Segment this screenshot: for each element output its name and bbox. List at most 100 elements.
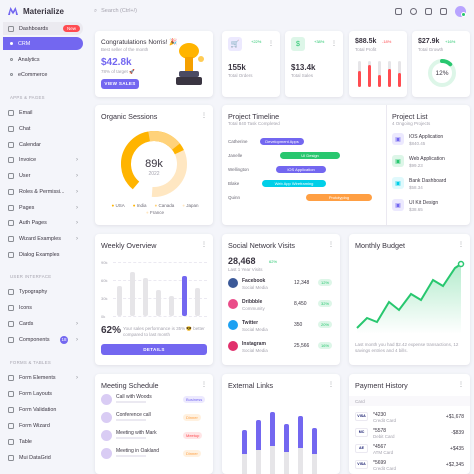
- view-sales-button[interactable]: VIEW SALES: [101, 79, 139, 89]
- materialize-logo-icon: [8, 7, 18, 15]
- sidebar-item-email[interactable]: Email: [3, 106, 83, 119]
- sidebar-item-form-wizard[interactable]: Form Wizard: [3, 419, 83, 432]
- meeting-title: Meeting with Mark: [116, 430, 157, 436]
- details-button[interactable]: DETAILS: [101, 344, 207, 355]
- timeline-bar[interactable]: IOS Application: [276, 166, 326, 173]
- avatar: [101, 448, 112, 459]
- chevron-right-icon: ›: [76, 235, 78, 242]
- bell-icon[interactable]: [440, 7, 447, 15]
- search-bar[interactable]: ⌕ Search (Ctrl+/): [94, 8, 137, 15]
- avatar: [101, 412, 112, 423]
- timeline-name: Quinn: [228, 195, 241, 200]
- social-name: Instagram: [242, 341, 266, 347]
- congrats-title: Congratulations Norris! 🎉: [101, 39, 178, 46]
- more-icon[interactable]: ⋮: [268, 41, 274, 47]
- meeting-schedule-card: Meeting Schedule ⋮ Call with Woods Busine…: [95, 374, 213, 474]
- section-apps: APPS & PAGES: [10, 95, 45, 100]
- search-input[interactable]: Search (Ctrl+/): [101, 8, 138, 14]
- sidebar-item-ecommerce[interactable]: eCommerce: [3, 68, 83, 81]
- social-value: 350: [294, 322, 303, 328]
- app-logo[interactable]: Materialize: [0, 0, 86, 22]
- change-badge: 62%: [269, 259, 278, 264]
- project-name[interactable]: IOS Application: [409, 134, 444, 140]
- sidebar-item-form-elements[interactable]: Form Elements ›: [3, 371, 83, 384]
- new-badge: New: [62, 25, 80, 32]
- social-logo-icon: [228, 299, 238, 309]
- sidebar-item-invoice[interactable]: Invoice ›: [3, 153, 83, 166]
- pages-icon: [8, 204, 14, 211]
- legend-item: ● Canada: [154, 203, 175, 208]
- timeline-name: Catherine: [228, 139, 248, 144]
- divider: [386, 105, 387, 225]
- sidebar-item-label: Components: [19, 336, 50, 343]
- sidebar-item-form-layouts[interactable]: Form Layouts: [3, 387, 83, 400]
- congrats-card: Congratulations Norris! 🎉 Best seller of…: [95, 31, 213, 97]
- theme-icon[interactable]: [410, 7, 417, 15]
- project-name[interactable]: Web Application: [409, 156, 445, 162]
- sidebar-item-calendar[interactable]: Calendar: [3, 138, 83, 151]
- more-icon[interactable]: ⋮: [458, 242, 464, 248]
- more-icon[interactable]: ⋮: [328, 382, 334, 388]
- translate-icon[interactable]: [395, 7, 402, 15]
- shortcuts-icon[interactable]: [425, 7, 432, 15]
- sidebar-item-chat[interactable]: Chat: [3, 122, 83, 135]
- sidebar-item-cards[interactable]: Cards ›: [3, 317, 83, 330]
- more-icon[interactable]: ⋮: [458, 382, 464, 388]
- sidebar-item-form-validation[interactable]: Form Validation: [3, 403, 83, 416]
- y-tick-label: 0k: [101, 314, 106, 319]
- legend-item: ● India: [132, 203, 147, 208]
- change-badge: 32%: [318, 300, 333, 307]
- chevron-right-icon: ›: [76, 172, 78, 179]
- social-logo-icon: [228, 341, 238, 351]
- profit-bar: [378, 75, 381, 87]
- more-icon[interactable]: ⋮: [331, 41, 337, 47]
- profit-bar: [358, 71, 361, 87]
- avatar[interactable]: [455, 5, 466, 17]
- meeting-time: [116, 437, 146, 439]
- legend-item: ● France: [146, 210, 164, 215]
- layout-icon: [8, 390, 14, 397]
- sidebar-item-user[interactable]: User ›: [3, 169, 83, 182]
- more-icon[interactable]: ⋮: [201, 382, 207, 388]
- sidebar-item-pages[interactable]: Pages ›: [3, 201, 83, 214]
- timeline-bar[interactable]: UI Design: [280, 152, 340, 159]
- sidebar-item-auth[interactable]: Auth Pages ›: [3, 216, 83, 229]
- y-tick-label: 30k: [101, 296, 108, 301]
- card-brand-icon: MC: [355, 428, 368, 437]
- timeline-bar[interactable]: Web App Wireframing: [262, 180, 326, 187]
- sidebar-item-analytics[interactable]: Analytics: [3, 53, 83, 66]
- search-icon: ⌕: [94, 7, 98, 14]
- sidebar-item-dashboards[interactable]: Dashboards New: [3, 22, 83, 35]
- more-icon[interactable]: ⋮: [328, 242, 334, 248]
- card-title: Meeting Schedule: [101, 381, 159, 390]
- trophy-icon: [176, 43, 204, 85]
- project-icon: ▣: [392, 155, 404, 167]
- chevron-right-icon: ›: [76, 204, 78, 211]
- timeline-bar[interactable]: Prototyping: [306, 194, 372, 201]
- wizard-icon: [8, 422, 14, 429]
- sidebar-item-datagrid[interactable]: Mui DataGrid: [3, 451, 83, 464]
- sidebar-item-wizard[interactable]: Wizard Examples ›: [3, 232, 83, 245]
- timeline-bar[interactable]: Development Apps: [260, 138, 304, 145]
- meeting-title: Conference call: [116, 412, 151, 418]
- card-number: *5699: [373, 460, 387, 466]
- change-badge: 16%: [318, 342, 333, 349]
- meeting-tag: Dinner: [183, 450, 201, 457]
- change-badge: -18%: [382, 39, 392, 44]
- social-visits-card: Social Network Visits ⋮ 28,468 62% Last …: [222, 234, 340, 365]
- legend-item: ● USA: [111, 203, 125, 208]
- sidebar-item-crm[interactable]: CRM: [3, 37, 83, 50]
- sidebar-item-roles[interactable]: Roles & Permissi... ›: [3, 185, 83, 198]
- more-icon[interactable]: ⋮: [201, 113, 207, 119]
- project-name[interactable]: Bank Dashboard: [409, 178, 447, 184]
- sidebar-item-icons[interactable]: Icons: [3, 301, 83, 314]
- sidebar-item-table[interactable]: Table: [3, 435, 83, 448]
- profit-bar: [368, 65, 371, 87]
- sidebar: Materialize Dashboards New CRM Analytics…: [0, 0, 86, 474]
- sidebar-item-dialog[interactable]: Dialog Examples: [3, 248, 83, 261]
- meeting-tag: Business: [183, 396, 206, 403]
- more-icon[interactable]: ⋮: [201, 242, 207, 248]
- sidebar-item-components[interactable]: Components 18 ›: [3, 333, 83, 346]
- project-name[interactable]: UI Kit Design: [409, 200, 439, 206]
- sidebar-item-typography[interactable]: Typography: [3, 285, 83, 298]
